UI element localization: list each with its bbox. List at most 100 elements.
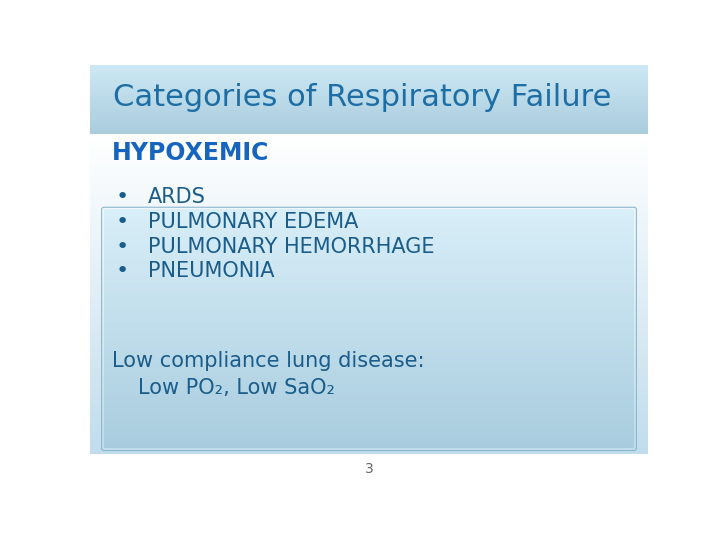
Bar — [90, 150, 648, 153]
Bar — [104, 295, 634, 298]
Bar — [90, 195, 648, 198]
Bar — [90, 81, 648, 82]
Text: •: • — [116, 187, 129, 207]
Bar — [90, 403, 648, 406]
Bar — [90, 92, 648, 93]
Bar — [90, 416, 648, 419]
Bar — [90, 144, 648, 147]
Bar — [104, 231, 634, 233]
Bar — [90, 238, 648, 241]
Text: 3: 3 — [364, 462, 374, 476]
Bar — [104, 333, 634, 336]
Bar — [90, 90, 648, 92]
Bar — [90, 219, 648, 222]
Bar — [104, 415, 634, 417]
Bar — [104, 348, 634, 350]
Bar — [104, 240, 634, 243]
Bar — [104, 288, 634, 291]
Bar — [104, 446, 634, 448]
Bar — [90, 90, 648, 91]
Bar — [90, 349, 648, 353]
Bar — [90, 113, 648, 114]
Bar — [90, 94, 648, 95]
Bar — [90, 400, 648, 403]
Bar — [104, 331, 634, 334]
Bar — [90, 264, 648, 267]
Bar — [90, 318, 648, 321]
Bar — [90, 112, 648, 113]
Bar — [104, 434, 634, 436]
Bar — [90, 133, 648, 134]
Bar — [90, 107, 648, 108]
Text: Categories of Respiratory Failure: Categories of Respiratory Failure — [113, 83, 611, 112]
Bar — [90, 110, 648, 112]
Bar — [104, 209, 634, 212]
Bar — [90, 117, 648, 118]
Bar — [104, 281, 634, 284]
Bar — [90, 421, 648, 424]
Bar — [90, 323, 648, 326]
Bar — [90, 216, 648, 219]
Bar — [104, 410, 634, 413]
Bar — [104, 324, 634, 327]
Bar — [90, 66, 648, 68]
Bar — [90, 395, 648, 398]
Bar — [90, 309, 648, 313]
Bar — [90, 232, 648, 235]
Bar — [104, 235, 634, 238]
Bar — [104, 379, 634, 381]
Bar — [104, 362, 634, 364]
Bar — [104, 383, 634, 386]
Bar — [90, 406, 648, 408]
Bar — [104, 269, 634, 272]
Bar — [104, 364, 634, 367]
Bar — [90, 82, 648, 83]
Bar — [90, 376, 648, 379]
Bar — [104, 252, 634, 255]
Bar — [104, 340, 634, 343]
Bar — [104, 402, 634, 406]
Bar — [90, 286, 648, 288]
Bar — [90, 64, 648, 66]
Bar — [104, 226, 634, 228]
Bar — [90, 214, 648, 217]
Bar — [90, 139, 648, 142]
Bar — [90, 410, 648, 414]
Bar — [104, 443, 634, 446]
Bar — [104, 274, 634, 276]
Bar — [90, 179, 648, 182]
Bar — [90, 301, 648, 305]
Bar — [90, 78, 648, 79]
Bar — [90, 103, 648, 104]
Bar — [90, 67, 648, 68]
Bar — [90, 427, 648, 430]
Bar — [90, 102, 648, 103]
Bar — [90, 84, 648, 85]
Bar — [90, 283, 648, 286]
Bar — [90, 424, 648, 427]
Bar — [90, 269, 648, 273]
Bar — [90, 368, 648, 371]
Bar — [90, 122, 648, 123]
Bar — [90, 254, 648, 256]
Bar — [90, 107, 648, 109]
Text: PNEUMONIA: PNEUMONIA — [148, 261, 274, 281]
Bar — [90, 293, 648, 296]
Bar — [104, 438, 634, 441]
Bar — [104, 427, 634, 429]
Bar — [90, 104, 648, 105]
Bar — [104, 367, 634, 369]
Bar — [104, 398, 634, 401]
Bar — [90, 373, 648, 376]
Bar — [104, 360, 634, 362]
Bar — [90, 267, 648, 270]
Bar — [90, 137, 648, 139]
Bar — [90, 124, 648, 125]
Bar — [90, 71, 648, 72]
Bar — [90, 86, 648, 87]
Bar — [104, 276, 634, 279]
Bar — [104, 390, 634, 393]
Bar — [104, 316, 634, 319]
Bar — [90, 166, 648, 168]
Bar — [90, 355, 648, 358]
